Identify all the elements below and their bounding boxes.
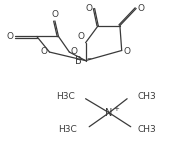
Text: O: O (51, 10, 58, 19)
Text: O: O (41, 47, 48, 56)
Text: H3C: H3C (56, 92, 75, 101)
Text: −: − (86, 56, 92, 61)
Text: H3C: H3C (58, 125, 77, 134)
Text: O: O (70, 47, 77, 56)
Text: O: O (124, 47, 130, 56)
Text: CH3: CH3 (137, 92, 156, 101)
Text: O: O (138, 4, 145, 13)
Text: B: B (75, 56, 82, 66)
Text: O: O (6, 32, 13, 41)
Text: CH3: CH3 (138, 125, 157, 134)
Text: +: + (113, 106, 119, 112)
Text: O: O (86, 4, 93, 13)
Text: N: N (105, 108, 113, 118)
Text: O: O (78, 32, 85, 41)
